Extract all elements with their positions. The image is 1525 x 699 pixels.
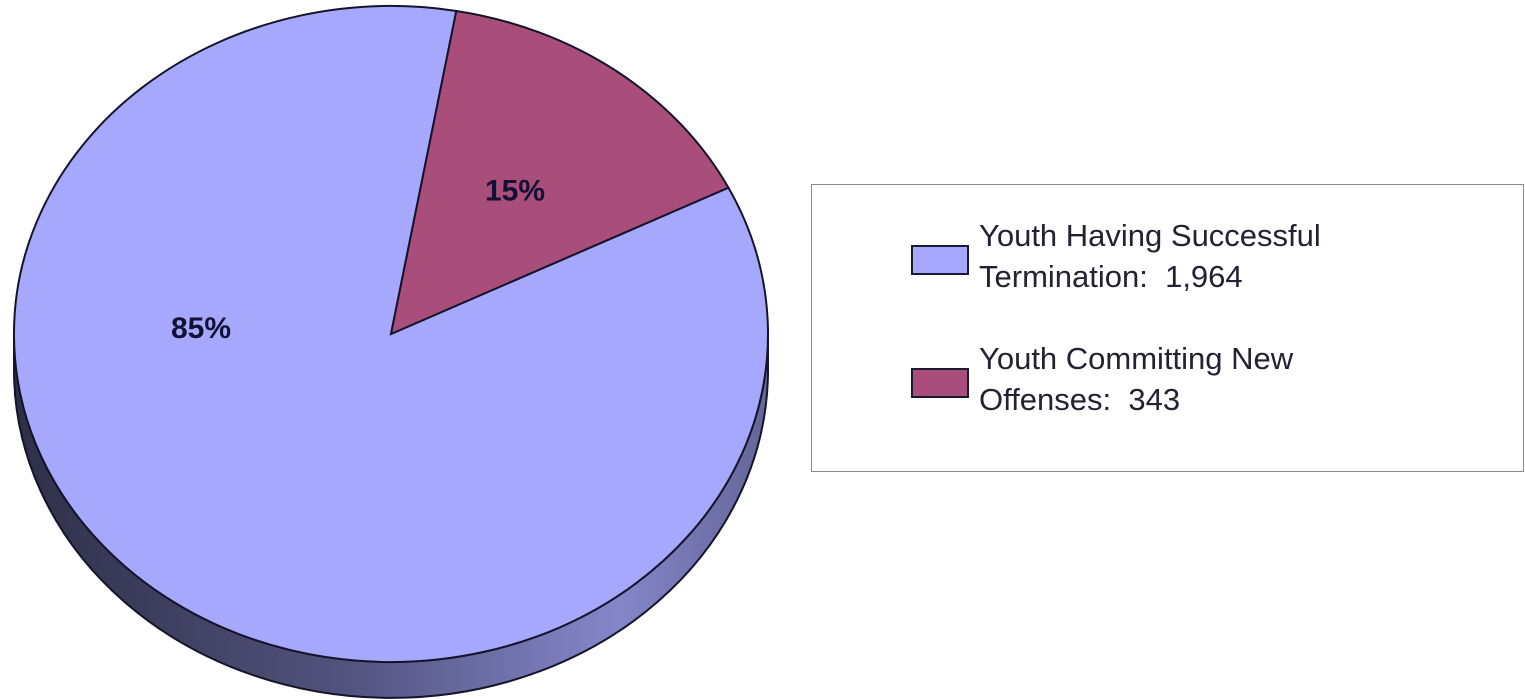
pie-percent-label-1: 15% bbox=[485, 174, 545, 207]
chart-legend: Youth Having Successful Termination: 1,9… bbox=[811, 184, 1524, 472]
legend-label-line1: Youth Having Successful bbox=[979, 218, 1321, 253]
legend-swatch-successful-termination bbox=[911, 245, 969, 275]
pie-slice-1 bbox=[389, 9, 730, 336]
legend-label-successful-termination: Youth Having Successful Termination: 1,9… bbox=[979, 215, 1439, 297]
pie-percent-label-0: 85% bbox=[171, 312, 231, 345]
legend-label-line2: Offenses: 343 bbox=[979, 382, 1181, 417]
legend-swatch-new-offenses bbox=[911, 368, 969, 398]
legend-label-line2: Termination: 1,964 bbox=[979, 259, 1243, 294]
pie-slices bbox=[13, 5, 769, 663]
pie-percent-labels: 85% 15% bbox=[171, 174, 545, 345]
legend-item-new-offenses: Youth Committing New Offenses: 343 bbox=[911, 338, 1439, 420]
legend-label-new-offenses: Youth Committing New Offenses: 343 bbox=[979, 338, 1439, 420]
legend-label-line1: Youth Committing New bbox=[979, 341, 1294, 376]
legend-item-successful-termination: Youth Having Successful Termination: 1,9… bbox=[911, 215, 1439, 297]
pie-plot-area: 85% 15% bbox=[13, 5, 769, 699]
